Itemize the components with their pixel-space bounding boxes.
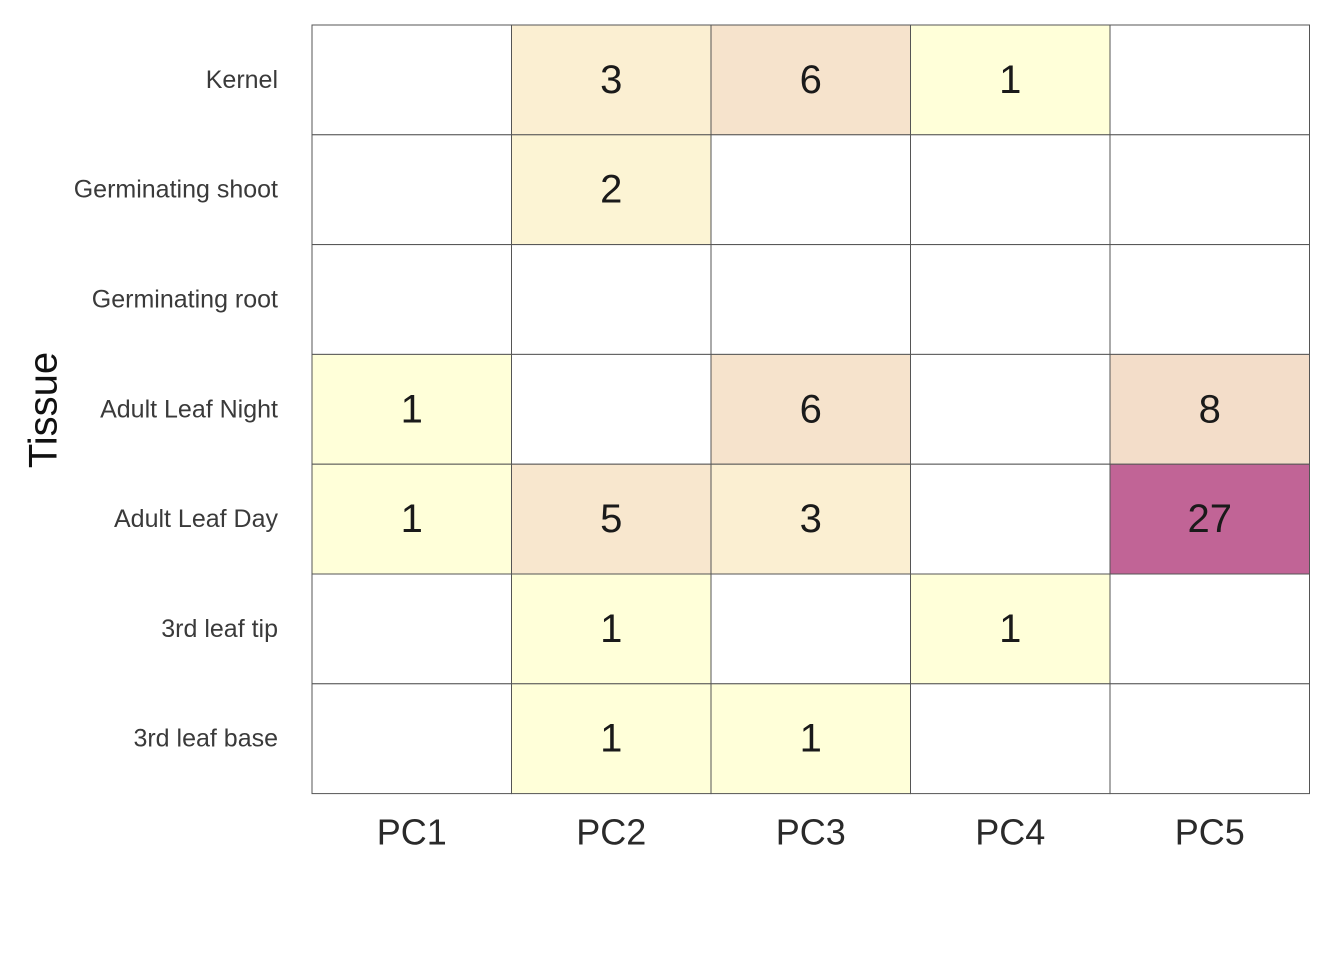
x-tick-label: PC4 xyxy=(975,812,1045,853)
heatmap-cell xyxy=(511,24,712,136)
cell-value-label: 3 xyxy=(800,497,822,541)
x-tick-label: PC3 xyxy=(776,812,846,853)
heatmap-cell xyxy=(910,463,1111,575)
cell-value-label: 1 xyxy=(600,607,622,651)
heatmap-cell xyxy=(1109,24,1310,136)
cells-layer xyxy=(311,24,1310,795)
heatmap-cell xyxy=(1109,683,1310,795)
cell-value-label: 3 xyxy=(600,58,622,102)
heatmap-cell xyxy=(311,244,512,355)
y-axis-label: Tissue xyxy=(22,352,66,468)
y-tick-label: Germinating root xyxy=(92,286,278,314)
x-tick-label: PC5 xyxy=(1175,812,1245,853)
heatmap-cell xyxy=(1109,134,1310,246)
cell-value-label: 8 xyxy=(1199,387,1221,431)
cell-value-label: 1 xyxy=(999,58,1021,102)
x-tick-label: PC2 xyxy=(576,812,646,853)
heatmap-cell xyxy=(710,463,911,575)
heatmap-cell xyxy=(1109,353,1310,465)
heatmap-cell xyxy=(910,24,1111,136)
cell-value-label: 6 xyxy=(800,387,822,431)
heatmap-cell xyxy=(910,683,1111,795)
x-tick-label: PC1 xyxy=(377,812,447,853)
heatmap-cell xyxy=(1109,463,1310,575)
heatmap-cell xyxy=(710,134,911,246)
cell-value-label: 5 xyxy=(600,497,622,541)
tick-labels-layer: Kernel Germinating shoot Germinating root A… xyxy=(74,66,1245,853)
heatmap-cell xyxy=(910,134,1111,246)
cell-value-label: 1 xyxy=(999,607,1021,651)
y-tick-label: 3rd leaf tip xyxy=(161,615,278,643)
heatmap-cell xyxy=(1109,573,1310,685)
heatmap-cell xyxy=(910,244,1111,355)
heatmap-cell xyxy=(311,463,512,575)
y-tick-label: Kernel xyxy=(206,66,278,94)
y-tick-label: 3rd leaf base xyxy=(133,725,278,753)
heatmap-cell xyxy=(710,244,911,355)
y-tick-label: Adult Leaf Night xyxy=(100,395,278,423)
cell-value-label: 2 xyxy=(600,168,622,212)
heatmap-cell xyxy=(311,573,512,685)
heatmap-cell xyxy=(511,463,712,575)
heatmap-cell xyxy=(311,24,512,136)
cell-value-label: 6 xyxy=(800,58,822,102)
heatmap-cell xyxy=(910,573,1111,685)
y-tick-label: Adult Leaf Day xyxy=(114,505,278,533)
heatmap-cell xyxy=(511,353,712,465)
cell-value-label: 1 xyxy=(401,497,423,541)
cell-value-label: 27 xyxy=(1188,497,1233,541)
cell-labels-layer: 3 6 121 6 81 5 3 271 11 1 xyxy=(401,58,1232,761)
heatmap-cell xyxy=(311,683,512,795)
heatmap-cell xyxy=(710,353,911,465)
heatmap-cell xyxy=(511,244,712,355)
heatmap-cell xyxy=(710,24,911,136)
heatmap-cell xyxy=(910,353,1111,465)
heatmap-cell xyxy=(710,573,911,685)
heatmap-cell xyxy=(1109,244,1310,355)
cell-value-label: 1 xyxy=(600,717,622,761)
cell-value-label: 1 xyxy=(401,387,423,431)
y-tick-label: Germinating shoot xyxy=(74,176,278,204)
heatmap-cell xyxy=(311,134,512,246)
heatmap-cell xyxy=(511,573,712,685)
cell-value-label: 1 xyxy=(800,717,822,761)
heatmap-cell xyxy=(311,353,512,465)
